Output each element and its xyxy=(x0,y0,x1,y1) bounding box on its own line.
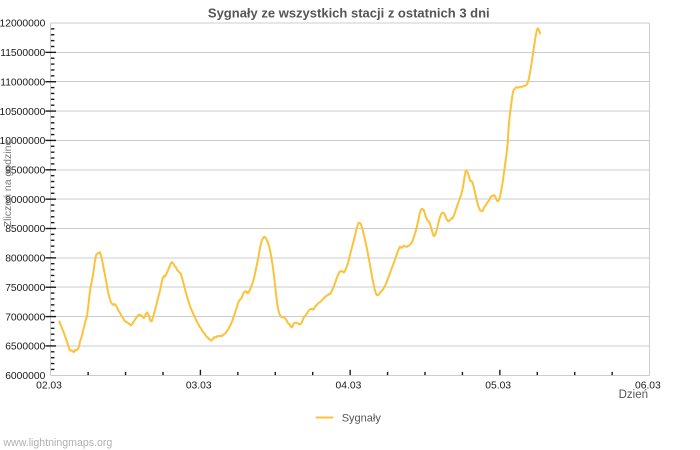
svg-text:9000000: 9000000 xyxy=(5,195,45,206)
svg-text:7000000: 7000000 xyxy=(5,312,45,323)
svg-text:8000000: 8000000 xyxy=(5,254,45,265)
svg-text:02.03: 02.03 xyxy=(36,380,62,391)
svg-text:10500000: 10500000 xyxy=(0,107,46,118)
svg-text:www.lightningmaps.org: www.lightningmaps.org xyxy=(2,437,112,449)
svg-text:12000000: 12000000 xyxy=(0,19,46,30)
svg-text:7500000: 7500000 xyxy=(5,283,45,294)
svg-text:05.03: 05.03 xyxy=(485,380,511,391)
svg-text:Dzień: Dzień xyxy=(619,389,648,401)
svg-text:11500000: 11500000 xyxy=(0,48,45,59)
svg-text:04.03: 04.03 xyxy=(336,380,362,391)
svg-text:9500000: 9500000 xyxy=(5,165,45,176)
svg-text:8500000: 8500000 xyxy=(5,224,45,235)
svg-text:06.03: 06.03 xyxy=(635,380,661,391)
svg-text:6000000: 6000000 xyxy=(5,371,45,382)
svg-text:Sygnały ze wszystkich stacji z: Sygnały ze wszystkich stacji z ostatnich… xyxy=(208,6,490,21)
svg-text:03.03: 03.03 xyxy=(186,380,212,391)
svg-text:Sygnały: Sygnały xyxy=(342,413,382,425)
svg-text:11000000: 11000000 xyxy=(0,77,45,88)
svg-text:10000000: 10000000 xyxy=(0,136,46,147)
svg-text:Zliczeń na godzinę: Zliczeń na godzinę xyxy=(2,140,14,228)
svg-text:6500000: 6500000 xyxy=(5,342,45,353)
